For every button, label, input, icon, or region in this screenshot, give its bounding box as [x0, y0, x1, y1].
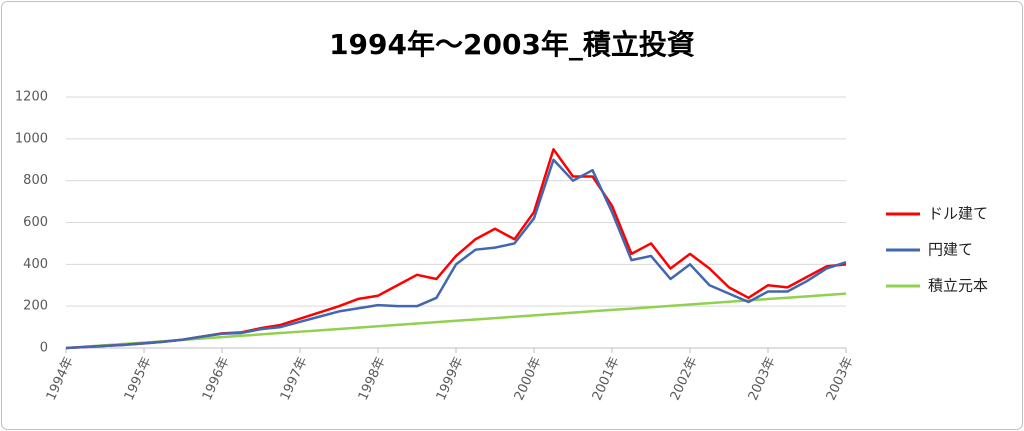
- series-line: [65, 292, 847, 350]
- legend-label: ドル建て: [928, 205, 988, 223]
- y-tick-label: 600: [23, 215, 48, 230]
- legend-label: 円建て: [928, 241, 973, 259]
- y-tick-label: 800: [23, 173, 48, 188]
- y-tick-label: 200: [23, 299, 48, 314]
- y-tick-label: 400: [23, 257, 48, 272]
- y-tick-label: 0: [40, 341, 48, 356]
- chart-title: 1994年～2003年_積立投資: [329, 28, 695, 61]
- series-line: [65, 158, 847, 350]
- legend-label: 積立元本: [928, 277, 988, 295]
- y-tick-label: 1200: [15, 90, 48, 105]
- y-tick-label: 1000: [15, 131, 48, 146]
